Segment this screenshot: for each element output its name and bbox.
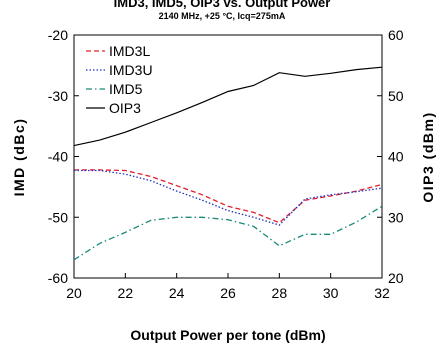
x-axis-label: Output Power per tone (dBm) [130,327,325,343]
series-line-imd3u [74,169,383,226]
chart-subtitle: 2140 MHz, +25 °C, Icq=275mA [159,11,286,21]
y-right-tick-label: 20 [388,270,404,286]
y-right-tick-label: 50 [388,88,404,104]
chart-title: IMD3, IMD5, OIP3 vs. Output Power [114,0,331,10]
series-line-imd5 [73,205,383,261]
legend-label-oip3: OIP3 [109,100,141,116]
y-axis-left-label: IMD (dBc) [11,118,27,197]
y-right-tick-label: 60 [388,27,404,43]
legend-label-imd3u: IMD3U [109,62,153,78]
y-left-tick-label: -60 [48,270,68,286]
x-tick-label: 26 [220,285,236,301]
y-right-tick-label: 30 [388,209,404,225]
x-tick-label: 20 [66,285,82,301]
y-left-tick-label: -30 [48,88,68,104]
y-left-tick-label: -50 [48,209,68,225]
x-tick-label: 28 [272,285,288,301]
y-axis-right: 60 50 40 30 20 [377,27,404,286]
x-tick-label: 22 [118,285,134,301]
y-right-tick-label: 40 [388,149,404,165]
y-axis-left: -20 -30 -40 -50 -60 [48,27,79,286]
plot-area [73,34,383,279]
x-tick-label: 24 [169,285,185,301]
x-tick-label: 32 [374,285,390,301]
x-tick-label: 30 [323,285,339,301]
series-line-oip3 [73,66,383,147]
y-left-tick-label: -20 [48,27,68,43]
legend: IMD3L IMD3U IMD5 OIP3 [86,43,153,116]
legend-label-imd3l: IMD3L [109,43,150,59]
x-axis: 20 22 24 26 28 30 32 [66,273,390,301]
y-axis-right-label: OIP3 (dBm) [420,111,436,202]
legend-label-imd5: IMD5 [109,81,143,97]
series-line-imd3l [74,169,383,224]
y-left-tick-label: -40 [48,149,68,165]
series-lines [73,66,383,261]
